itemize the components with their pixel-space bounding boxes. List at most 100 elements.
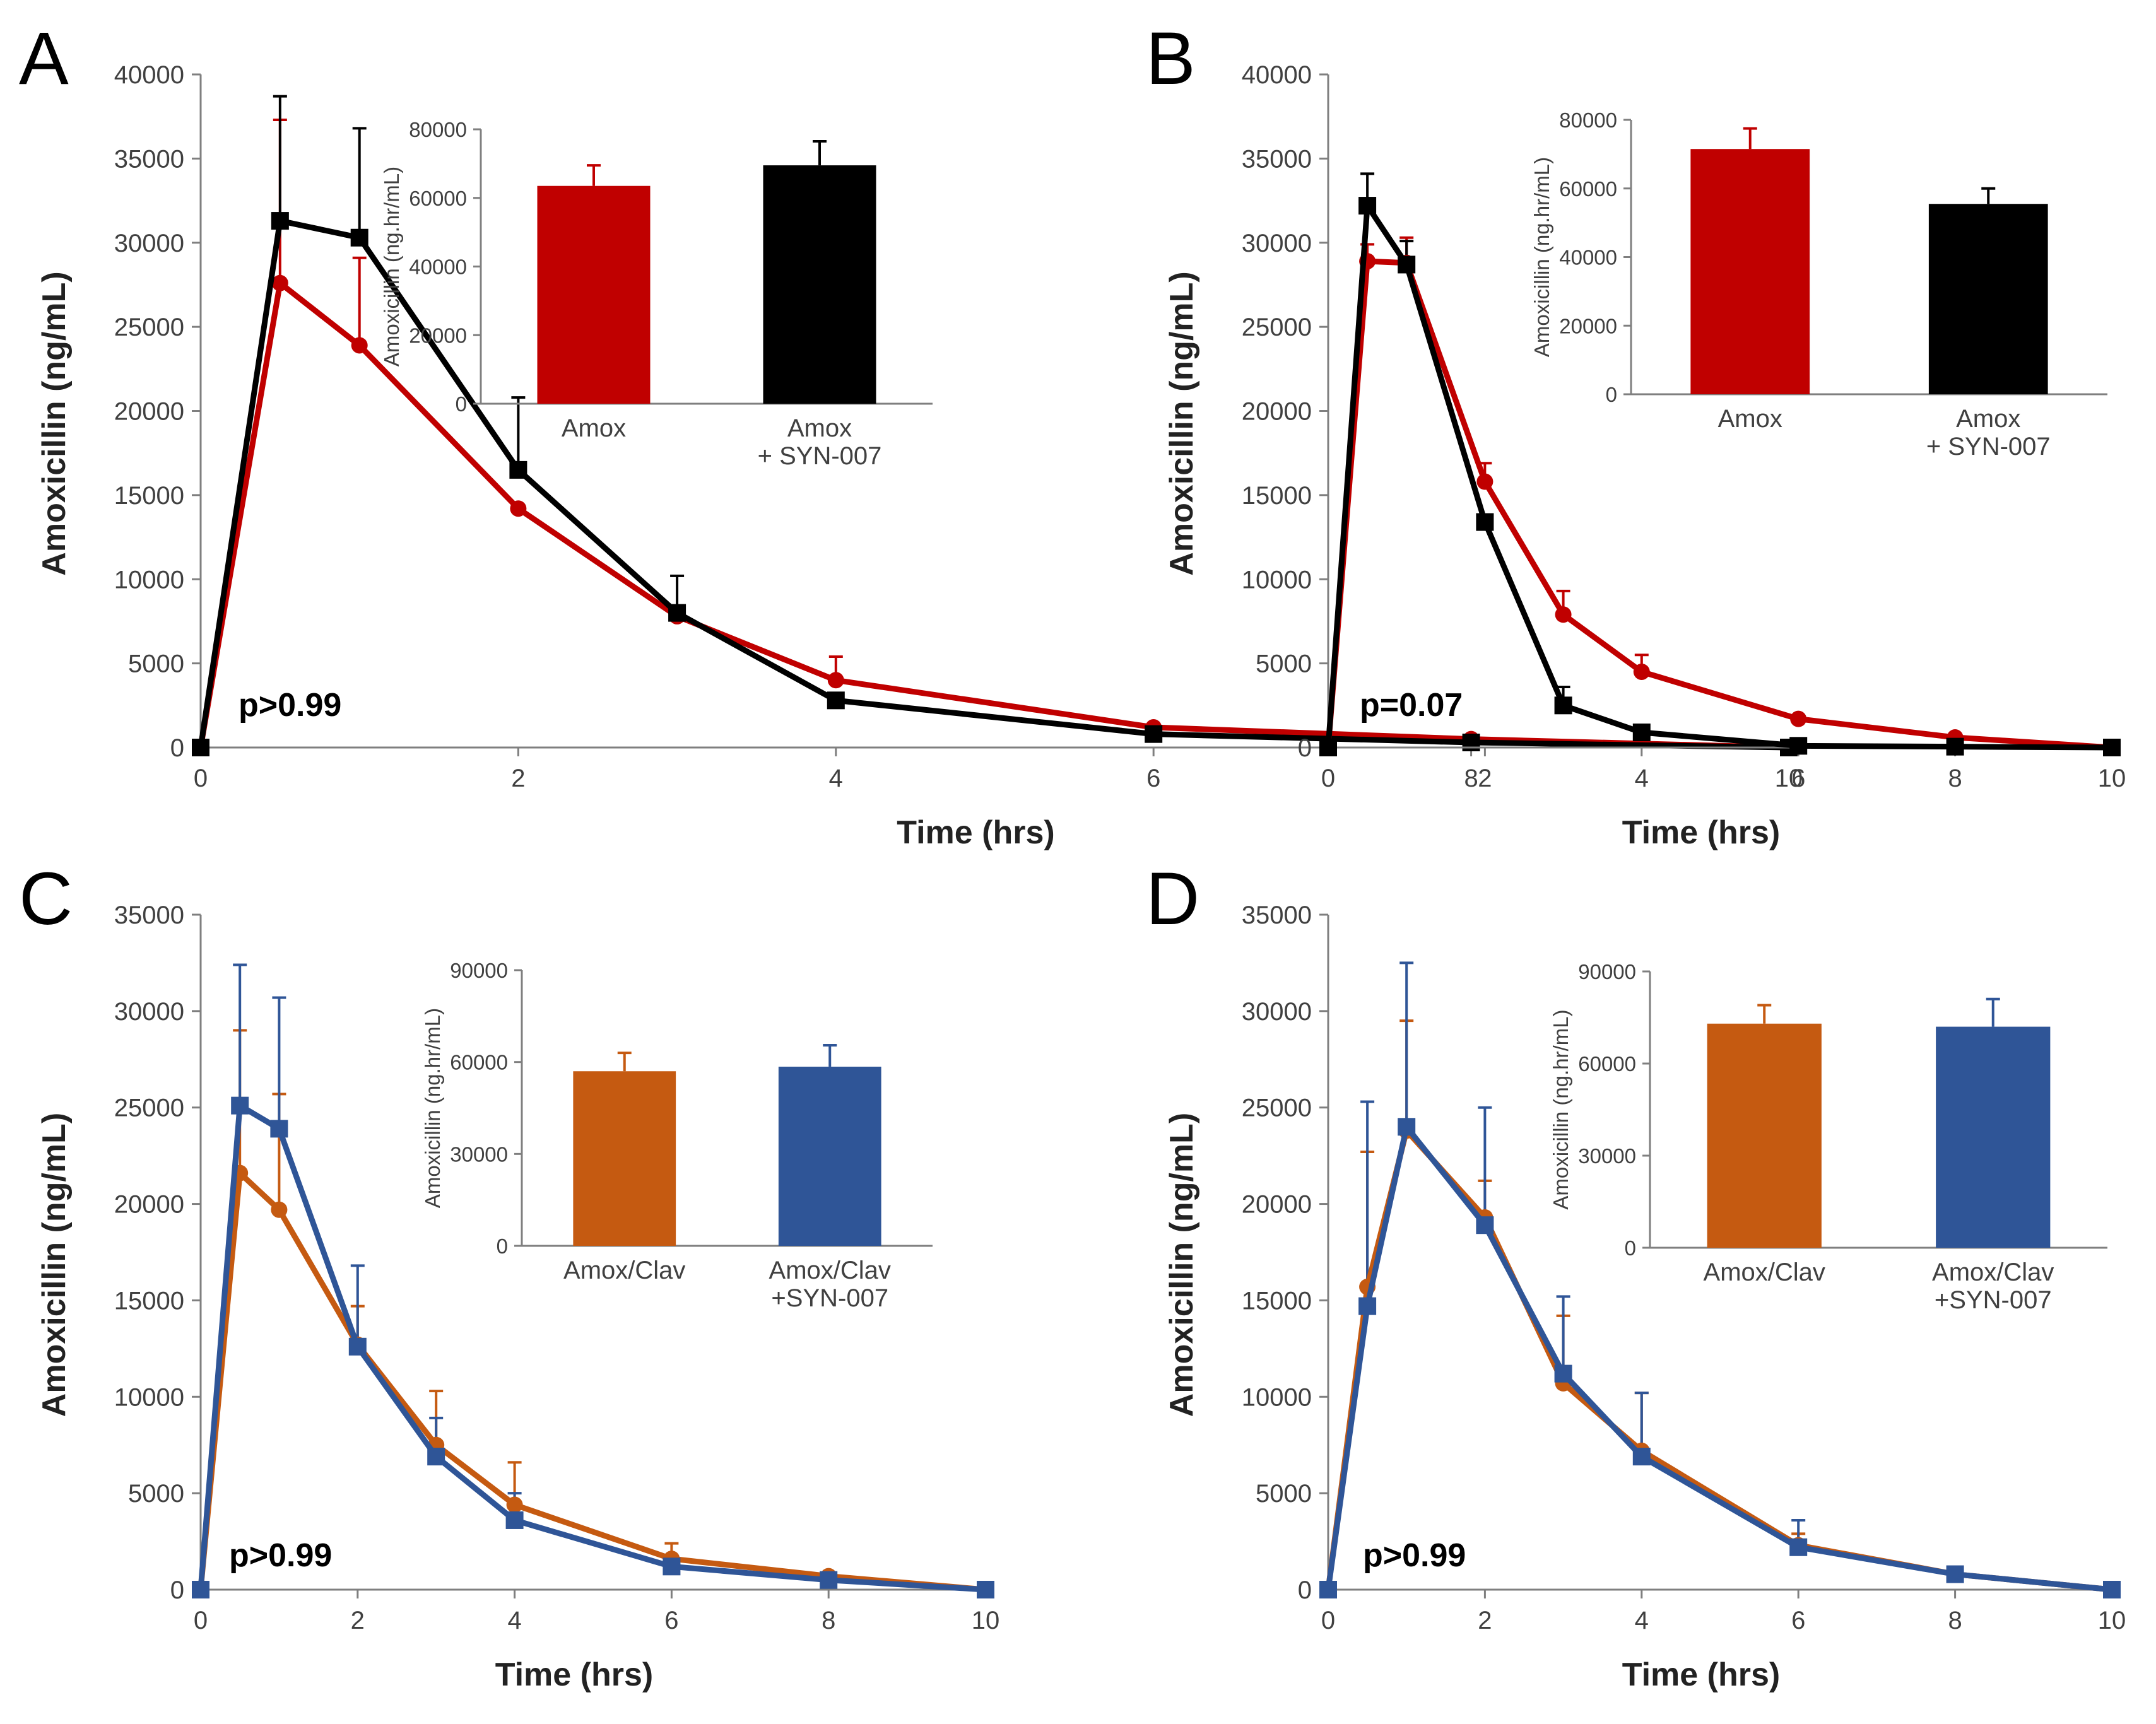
data-point bbox=[427, 1448, 445, 1466]
data-point bbox=[827, 691, 845, 710]
data-point bbox=[270, 1120, 288, 1138]
inset-bar bbox=[1928, 204, 2048, 394]
y-tick-label: 25000 bbox=[1242, 314, 1312, 341]
inset-y-axis-title: Amoxicillin (ng.hr/mL) bbox=[380, 167, 403, 366]
inset-category-label: Amox bbox=[1956, 405, 2020, 433]
inset-y-tick-label: 60000 bbox=[409, 187, 467, 210]
x-tick-label: 8 bbox=[822, 1607, 835, 1634]
x-tick-label: 6 bbox=[664, 1607, 678, 1634]
inset-bar bbox=[778, 1066, 881, 1246]
inset-y-axis-title: Amoxicillin (ng.hr/mL) bbox=[1530, 157, 1553, 357]
inset-category-label: Amox bbox=[562, 414, 626, 442]
p-value-annotation: p>0.99 bbox=[1363, 1537, 1466, 1574]
data-point bbox=[348, 1337, 367, 1356]
y-tick-label: 30000 bbox=[1242, 230, 1312, 257]
inset-bar bbox=[1936, 1026, 2051, 1248]
inset-bar bbox=[1690, 149, 1810, 394]
data-point bbox=[1789, 737, 1808, 755]
data-point bbox=[1946, 1565, 1964, 1583]
y-tick-label: 5000 bbox=[128, 650, 184, 678]
inset-category-label: Amox/Clav bbox=[1704, 1258, 1825, 1286]
data-point bbox=[820, 1571, 838, 1589]
y-tick-label: 15000 bbox=[114, 1287, 184, 1315]
inset-bar bbox=[763, 165, 876, 404]
x-tick-label: 2 bbox=[511, 765, 525, 792]
inset-y-tick-label: 30000 bbox=[1578, 1144, 1636, 1168]
x-tick-label: 4 bbox=[1635, 1607, 1649, 1634]
x-axis-title: Time (hrs) bbox=[1622, 1657, 1780, 1693]
x-tick-label: 8 bbox=[1948, 765, 1962, 792]
inset-bar-chart: 0 30000 60000 90000 Amoxicillin (ng.hr/mL) Am… bbox=[421, 959, 933, 1312]
data-point bbox=[2103, 739, 2121, 756]
data-point bbox=[668, 604, 686, 622]
data-point bbox=[1398, 1118, 1416, 1136]
inset-y-tick-label: 0 bbox=[1625, 1236, 1636, 1260]
panel-label: C bbox=[19, 857, 73, 941]
y-tick-label: 10000 bbox=[1242, 1383, 1312, 1411]
inset-y-axis-title: Amoxicillin (ng.hr/mL) bbox=[421, 1008, 444, 1208]
y-tick-label: 35000 bbox=[114, 145, 184, 173]
x-tick-label: 4 bbox=[1635, 765, 1649, 792]
y-tick-label: 30000 bbox=[114, 230, 184, 257]
panel-a: A050001000015000200002500030000350004000… bbox=[19, 17, 1803, 851]
inset-bar-chart: 0 30000 60000 90000 Amoxicillin (ng.hr/mL) Am… bbox=[1549, 960, 2107, 1314]
inset-y-tick-label: 0 bbox=[497, 1234, 508, 1258]
inset-bar-chart: 0 20000 40000 60000 80000 Amoxicillin (ng.hr/… bbox=[1530, 108, 2107, 460]
data-point bbox=[351, 337, 368, 354]
x-tick-label: 8 bbox=[1464, 765, 1478, 792]
inset-y-tick-label: 90000 bbox=[450, 959, 508, 982]
data-point bbox=[350, 228, 368, 247]
inset-y-tick-label: 40000 bbox=[409, 255, 467, 279]
y-axis-title: Amoxicillin (ng/mL) bbox=[1163, 1113, 1200, 1417]
inset-bar bbox=[573, 1071, 676, 1246]
x-axis-title: Time (hrs) bbox=[897, 814, 1054, 851]
inset-y-tick-label: 20000 bbox=[409, 324, 467, 347]
panel-label: B bbox=[1146, 17, 1196, 100]
y-tick-label: 30000 bbox=[1242, 998, 1312, 1026]
inset-y-tick-label: 30000 bbox=[450, 1142, 508, 1166]
y-tick-label: 10000 bbox=[114, 1383, 184, 1411]
y-tick-label: 25000 bbox=[1242, 1094, 1312, 1122]
data-point bbox=[192, 1581, 209, 1598]
inset-y-tick-label: 40000 bbox=[1559, 246, 1617, 269]
p-value-annotation: p=0.07 bbox=[1360, 687, 1463, 724]
y-tick-label: 40000 bbox=[114, 61, 184, 89]
y-tick-label: 15000 bbox=[1242, 1287, 1312, 1315]
y-tick-label: 10000 bbox=[1242, 566, 1312, 594]
data-point bbox=[827, 672, 844, 689]
data-point bbox=[1632, 723, 1651, 741]
x-tick-label: 2 bbox=[351, 1607, 365, 1634]
x-tick-label: 10 bbox=[2098, 1607, 2126, 1634]
p-value-annotation: p>0.99 bbox=[239, 687, 341, 724]
data-point bbox=[1319, 739, 1337, 756]
y-tick-label: 40000 bbox=[1242, 61, 1312, 89]
inset-y-tick-label: 20000 bbox=[1559, 314, 1617, 337]
x-tick-label: 4 bbox=[507, 1607, 521, 1634]
panel-label: D bbox=[1146, 857, 1199, 941]
y-tick-label: 35000 bbox=[1242, 901, 1312, 929]
data-point bbox=[1554, 696, 1572, 715]
x-tick-label: 6 bbox=[1791, 765, 1805, 792]
x-tick-label: 0 bbox=[1321, 1607, 1335, 1634]
inset-y-tick-label: 0 bbox=[456, 392, 467, 416]
y-tick-label: 0 bbox=[1298, 1576, 1312, 1604]
x-tick-label: 2 bbox=[1478, 765, 1492, 792]
inset-y-tick-label: 80000 bbox=[1559, 108, 1617, 132]
inset-y-tick-label: 80000 bbox=[409, 118, 467, 141]
y-tick-label: 5000 bbox=[1256, 1480, 1312, 1508]
y-tick-label: 25000 bbox=[114, 314, 184, 341]
data-point bbox=[1476, 1216, 1494, 1234]
inset-category-label: + SYN-007 bbox=[1926, 433, 2051, 460]
data-point bbox=[509, 460, 527, 479]
y-tick-label: 30000 bbox=[114, 998, 184, 1026]
data-point bbox=[271, 212, 289, 230]
data-point bbox=[231, 1096, 249, 1115]
x-tick-label: 4 bbox=[829, 765, 843, 792]
inset-y-tick-label: 60000 bbox=[1578, 1052, 1636, 1076]
y-tick-label: 35000 bbox=[1242, 145, 1312, 173]
y-axis-title: Amoxicillin (ng/mL) bbox=[36, 271, 73, 575]
y-tick-label: 25000 bbox=[114, 1094, 184, 1122]
inset-category-label: Amox bbox=[1718, 405, 1782, 433]
y-tick-label: 15000 bbox=[114, 482, 184, 510]
